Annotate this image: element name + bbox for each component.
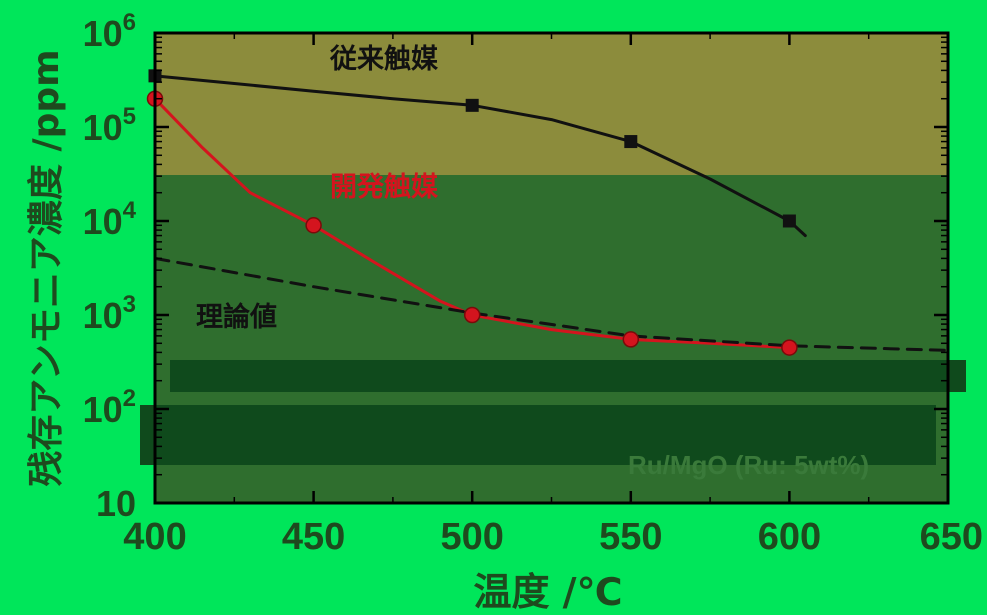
x-tick-label: 550: [599, 516, 662, 558]
developed-catalyst-point: [463, 306, 481, 324]
conventional-catalyst-point: [465, 98, 479, 112]
developed-catalyst-point: [305, 217, 322, 234]
annotation-conventional: 従来触媒: [329, 43, 439, 75]
theoretical-line: [153, 256, 950, 352]
annotation-theoretical: 理論値: [196, 301, 277, 333]
y-tick-label: 102: [83, 385, 136, 430]
conventional-catalyst-point: [624, 135, 638, 149]
axis-ticks: 10 102 103 104 105 106 400 450 500 550 600 650: [83, 9, 983, 558]
y-tick-label: 105: [83, 103, 136, 148]
y-tick-label: 104: [83, 197, 137, 242]
conventional-catalyst-line: [153, 74, 807, 238]
scan-band-1: [170, 360, 966, 392]
scan-band-2: [140, 405, 936, 465]
annotation-developed: 開発触媒: [330, 171, 439, 203]
developed-catalyst-point: [622, 331, 640, 348]
x-tick-label: 500: [440, 516, 503, 558]
developed-catalyst-line: [153, 97, 791, 350]
x-axis-label: 温度 /℃: [473, 570, 622, 614]
y-axis-label: 残存アンモニア濃度 /ppm: [26, 49, 67, 486]
developed-catalyst-point: [781, 339, 798, 356]
x-tick-label: 400: [123, 516, 186, 558]
x-tick-label: 650: [920, 516, 983, 558]
y-tick-label: 10: [96, 483, 136, 524]
plot-background: [140, 33, 966, 503]
conventional-catalyst-point: [782, 214, 796, 228]
annotation-catalyst: Ru/MgO (Ru: 5wt%): [628, 450, 869, 480]
y-tick-label: 103: [83, 291, 136, 336]
series-lines: [153, 74, 950, 352]
x-tick-label: 450: [282, 516, 345, 558]
y-tick-label: 106: [83, 9, 136, 54]
x-tick-label: 600: [758, 516, 821, 558]
